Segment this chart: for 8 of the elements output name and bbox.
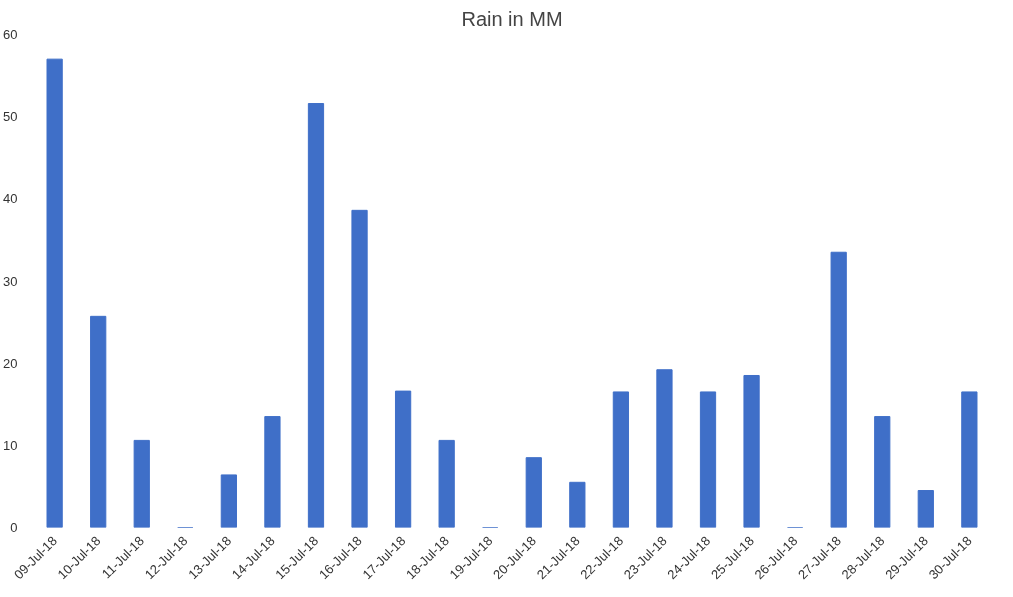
chart-title: Rain in MM <box>461 7 563 30</box>
y-tick-label: 0 <box>10 520 18 535</box>
y-tick-label: 20 <box>3 355 18 371</box>
y-tick-label: 60 <box>3 27 18 42</box>
y-tick-label: 30 <box>3 273 18 289</box>
y-tick-label: 50 <box>3 109 18 125</box>
y-tick-label: 40 <box>3 191 18 207</box>
y-tick-label: 10 <box>3 437 18 453</box>
